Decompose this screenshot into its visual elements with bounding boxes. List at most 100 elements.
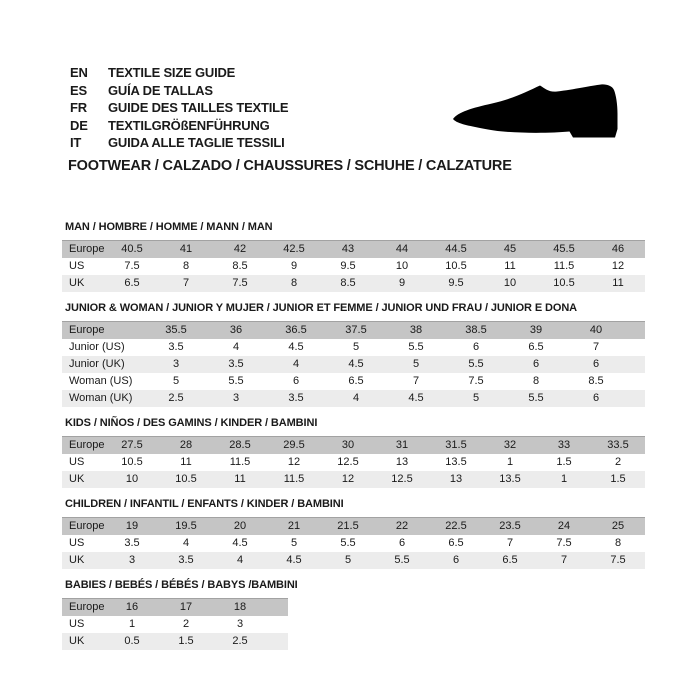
table-row: UK 10 10.5 11 11.5 12 12.5 13 13.5 1 1.5 — [62, 471, 645, 488]
size-value-cell: 1.5 — [159, 633, 213, 650]
size-value-cell: 4 — [232, 341, 240, 353]
size-value-cell: 10 — [483, 275, 537, 292]
row-label-cell: Woman (UK) — [62, 390, 146, 407]
row-label-cell: US — [69, 537, 85, 549]
size-value-cell: 5.5 — [375, 552, 429, 569]
size-value-cell: 33 — [537, 436, 591, 454]
row-label-cell: UK — [62, 275, 105, 292]
size-value-cell: 8.5 — [232, 260, 248, 272]
size-value-cell: 45.5 — [537, 240, 591, 258]
row-label-cell: Junior (US) — [69, 341, 125, 353]
size-value-cell: 8 — [614, 537, 622, 549]
filler-cell — [626, 356, 645, 373]
size-value-cell: 13 — [429, 471, 483, 488]
language-label: TEXTILE SIZE GUIDE — [108, 65, 236, 80]
size-value-cell: 2 — [614, 456, 622, 468]
language-label: GUIDA ALLE TAGLIE TESSILI — [108, 135, 285, 150]
size-value-cell: 7.5 — [556, 537, 572, 549]
size-value-cell: 7 — [412, 375, 420, 387]
size-section: KIDS / NIÑOS / DES GAMINS / KINDER / BAM… — [62, 417, 645, 488]
size-value-cell: 38 — [386, 321, 446, 339]
size-value-cell: 9 — [290, 260, 298, 272]
section-title: JUNIOR & WOMAN / JUNIOR Y MUJER / JUNIOR… — [65, 302, 578, 314]
size-value-cell: 43 — [321, 240, 375, 258]
size-value-cell: 8.5 — [321, 275, 375, 292]
size-value-cell: 5 — [352, 341, 360, 353]
size-value-cell: 11.5 — [553, 260, 575, 272]
size-value-cell: 19.5 — [159, 517, 213, 535]
section-title: MAN / HOMBRE / HOMME / MANN / MAN — [65, 221, 273, 233]
size-value-cell: 1.5 — [556, 456, 572, 468]
size-value-cell: 8 — [267, 275, 321, 292]
filler-cell — [267, 598, 288, 616]
size-value-cell: 1 — [537, 471, 591, 488]
size-table: Europe 40.5 41 42 42.5 43 44 44.5 45 45.5 46 US 7.5 8… — [62, 240, 645, 292]
size-value-cell: 10.5 — [159, 471, 213, 488]
size-value-cell: 4 — [213, 552, 267, 569]
size-value-cell: 10 — [395, 260, 409, 272]
row-label-cell: Junior (UK) — [62, 356, 146, 373]
size-value-cell: 13.5 — [445, 456, 467, 468]
language-row: FR GUIDE DES TAILLES TEXTILE — [70, 99, 289, 117]
size-value-cell: 6 — [398, 537, 406, 549]
size-value-cell: 4.5 — [288, 341, 304, 353]
row-label-cell: Europe — [62, 517, 105, 535]
size-value-cell: 4.5 — [232, 537, 248, 549]
table-row: Europe 19 19.5 20 21 21.5 22 22.5 23.5 24 25 — [62, 517, 645, 535]
size-value-cell: 3.5 — [206, 356, 266, 373]
table-row: Junior (UK) 3 3.5 4 4.5 5 5.5 6 6 — [62, 356, 645, 373]
section-title: BABIES / BEBÉS / BÉBÉS / BABYS /BAMBINI — [65, 579, 298, 591]
size-value-cell: 30 — [321, 436, 375, 454]
size-table: Europe 19 19.5 20 21 21.5 22 22.5 23.5 24 25 US 3.5 4… — [62, 517, 645, 569]
size-value-cell: 11.5 — [267, 471, 321, 488]
filler-cell — [626, 339, 645, 356]
size-value-cell: 17 — [159, 598, 213, 616]
size-value-cell: 1 — [506, 456, 514, 468]
filler-cell — [267, 616, 288, 633]
table-row: Europe 35.5 36 36.5 37.5 38 38.5 39 40 — [62, 321, 645, 339]
language-row: DE TEXTILGRÖßENFÜHRUNG — [70, 117, 288, 135]
section-title: KIDS / NIÑOS / DES GAMINS / KINDER / BAM… — [65, 417, 318, 429]
size-value-cell: 23.5 — [483, 517, 537, 535]
filler-cell — [626, 373, 645, 390]
language-code: ES — [70, 82, 87, 98]
size-value-cell: 31.5 — [429, 436, 483, 454]
size-value-cell: 28.5 — [213, 436, 267, 454]
row-label-cell: UK — [62, 552, 105, 569]
size-value-cell: 29.5 — [267, 436, 321, 454]
filler-cell — [267, 633, 288, 650]
size-value-cell: 3 — [105, 552, 159, 569]
row-label-cell: Europe — [62, 598, 105, 616]
size-value-cell: 13 — [395, 456, 409, 468]
row-label-cell: US — [69, 260, 85, 272]
size-value-cell: 11.5 — [229, 456, 251, 468]
table-row: Europe 16 17 18 — [62, 598, 288, 616]
table-row: Junior (US) 3.5 4 4.5 5 5.5 6 6.5 7 — [62, 339, 645, 356]
size-value-cell: 42.5 — [267, 240, 321, 258]
size-value-cell: 6.5 — [448, 537, 464, 549]
size-value-cell: 44.5 — [429, 240, 483, 258]
size-value-cell: 12 — [321, 471, 375, 488]
row-label-cell: Europe — [62, 436, 105, 454]
table-row: Europe 27.5 28 28.5 29.5 30 31 31.5 32 33 33.5 — [62, 436, 645, 454]
table-row: Woman (US) 5 5.5 6 6.5 7 7.5 8 8.5 — [62, 373, 645, 390]
size-value-cell: 4 — [266, 356, 326, 373]
size-value-cell: 22.5 — [429, 517, 483, 535]
filler-cell — [626, 390, 645, 407]
language-row: ES GUÍA DE TALLAS — [70, 82, 288, 100]
size-value-cell: 3 — [206, 390, 266, 407]
language-label: GUÍA DE TALLAS — [108, 82, 213, 98]
size-value-cell: 7.5 — [213, 275, 267, 292]
size-value-cell: 41 — [159, 240, 213, 258]
size-value-cell: 5 — [290, 537, 298, 549]
table-row: US 3.5 4 4.5 5 5.5 6 6.5 7 7.5 8 — [62, 535, 645, 552]
size-value-cell: 4.5 — [326, 356, 386, 373]
section-title: CHILDREN / INFANTIL / ENFANTS / KINDER /… — [65, 498, 344, 510]
size-value-cell: 18 — [213, 598, 267, 616]
size-value-cell: 37.5 — [326, 321, 386, 339]
size-value-cell: 2 — [182, 618, 190, 630]
size-table: Europe 27.5 28 28.5 29.5 30 31 31.5 32 33 33.5 US 10… — [62, 436, 645, 488]
size-value-cell: 39 — [506, 321, 566, 339]
size-value-cell: 11 — [504, 260, 516, 272]
language-code: EN — [70, 65, 88, 80]
